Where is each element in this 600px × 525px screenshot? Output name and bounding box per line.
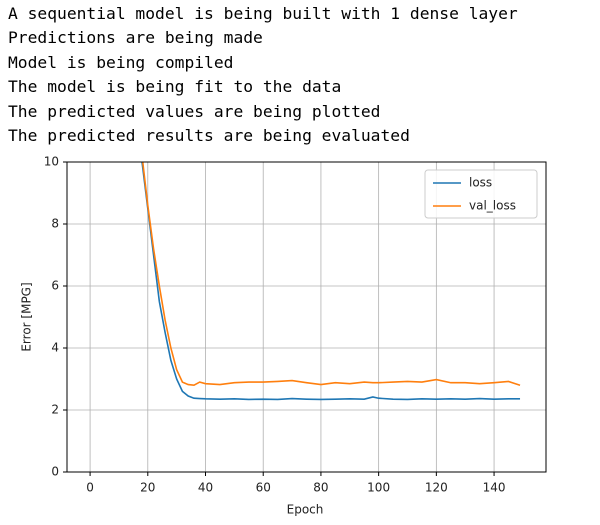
y-tick-label: 6 bbox=[51, 279, 59, 293]
y-tick-label: 10 bbox=[44, 155, 59, 169]
console-line: Model is being compiled bbox=[8, 52, 234, 72]
y-tick-label: 2 bbox=[51, 403, 59, 417]
x-tick-label: 20 bbox=[140, 481, 155, 495]
console-output: A sequential model is being built with 1… bbox=[8, 2, 518, 148]
x-tick-label: 140 bbox=[483, 481, 506, 495]
y-tick-label: 8 bbox=[51, 217, 59, 231]
console-line: A sequential model is being built with 1… bbox=[8, 4, 518, 23]
x-axis-label: Epoch bbox=[287, 503, 324, 517]
series-line bbox=[141, 162, 521, 401]
plot-frame bbox=[66, 161, 547, 473]
console-line: The model is being fit to the data bbox=[8, 77, 342, 97]
console-line: The predicted results are being evaluate… bbox=[8, 126, 410, 146]
series-line bbox=[141, 162, 521, 387]
console-line: Predictions are being made bbox=[8, 28, 263, 48]
x-tick-label: 100 bbox=[367, 481, 390, 495]
x-tick-label: 0 bbox=[86, 481, 94, 495]
x-tick-label: 80 bbox=[313, 481, 328, 495]
x-tick-label: 60 bbox=[256, 481, 271, 495]
y-axis-label: Error [MPG] bbox=[20, 282, 34, 351]
legend-label: loss bbox=[469, 176, 492, 190]
x-tick-label: 120 bbox=[425, 481, 448, 495]
y-tick-label: 4 bbox=[51, 341, 59, 355]
y-tick-label: 0 bbox=[51, 465, 59, 479]
legend-label: val_loss bbox=[469, 199, 516, 213]
x-tick-label: 40 bbox=[198, 481, 213, 495]
plot-lines bbox=[141, 162, 521, 401]
console-line: The predicted values are being plotted bbox=[8, 101, 381, 121]
